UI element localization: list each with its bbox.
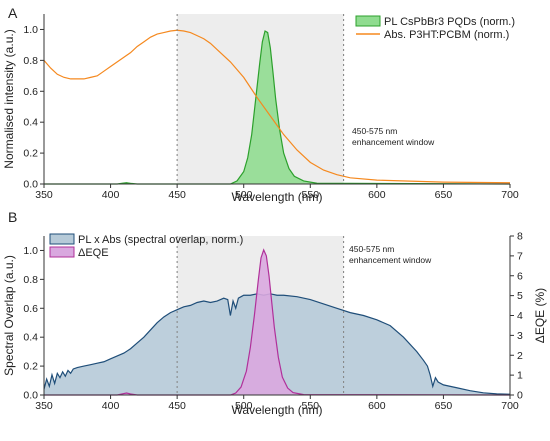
x-axis-label: Wavelength (nm)	[232, 403, 323, 417]
y2-tick-label: 2	[517, 350, 523, 362]
window-annotation: enhancement window	[349, 255, 432, 265]
series-1-line	[44, 248, 511, 396]
y2-tick-label: 6	[517, 270, 523, 282]
y-tick-label: 0.0	[23, 179, 38, 191]
window-annotation: enhancement window	[352, 137, 435, 147]
y-tick-label: 0.8	[23, 274, 38, 286]
x-tick-label: 550	[302, 400, 320, 412]
x-tick-label: 400	[102, 400, 120, 412]
panel-b: 350 400 450 500 550 600 650 7000.00.20.40.60.81…	[2, 209, 547, 417]
y2-tick-label: 5	[517, 290, 523, 302]
window-annotation: 450-575 nm	[349, 244, 394, 254]
series-0-line	[43, 293, 511, 395]
y-tick-label: 1.0	[23, 245, 38, 257]
x-tick-label: 450	[168, 400, 186, 412]
x-tick-label: 400	[102, 189, 120, 201]
y-tick-label: 0.2	[23, 361, 38, 373]
y2-tick-label: 4	[517, 310, 523, 322]
y-axis-label: Normalised intensity (a.u.)	[2, 29, 16, 168]
x-tick-label: 500	[235, 400, 253, 412]
series-1-area	[44, 249, 510, 395]
x-tick-label: 350	[35, 400, 53, 412]
y2-tick-label: 8	[517, 231, 523, 243]
y-tick-label: 0.8	[23, 55, 38, 67]
x-axis-label: Wavelength (nm)	[232, 190, 323, 204]
window-annotation: 450-575 nm	[352, 126, 397, 136]
legend-swatch	[355, 15, 381, 27]
legend-label: PL x Abs (spectral overlap, norm.)	[78, 234, 243, 246]
y2-tick-label: 1	[517, 370, 523, 382]
legend-swatch	[49, 233, 75, 245]
legend-label: PL CsPbBr3 PQDs (norm.)	[384, 16, 515, 28]
x-tick-label: 700	[501, 400, 519, 412]
x-tick-label: 350	[35, 189, 53, 201]
y-tick-label: 0.2	[23, 148, 38, 160]
x-tick-label: 550	[302, 189, 320, 201]
legend-label: Abs. P3HT:PCBM (norm.)	[384, 29, 509, 41]
x-tick-label: 450	[168, 189, 186, 201]
series-0-area	[44, 31, 510, 184]
y2-axis-label: ΔEQE (%)	[533, 288, 547, 343]
y2-tick-label: 3	[517, 330, 523, 342]
x-tick-label: 600	[368, 189, 386, 201]
series-0-line	[44, 30, 511, 185]
y-tick-label: 0.4	[23, 332, 38, 344]
y-tick-label: 0.6	[23, 303, 38, 315]
y2-tick-label: 7	[517, 250, 523, 262]
y-tick-label: 0.0	[23, 390, 38, 402]
panel-letter: A	[8, 5, 18, 21]
legend-label: ΔEQE	[78, 247, 109, 259]
x-tick-label: 500	[235, 189, 253, 201]
x-tick-label: 600	[368, 400, 386, 412]
y-axis-label: Spectral Overlap (a.u.)	[2, 255, 16, 376]
x-tick-label: 650	[435, 400, 453, 412]
series-1-line	[43, 29, 511, 184]
y-tick-label: 0.4	[23, 117, 38, 129]
y-tick-label: 0.6	[23, 86, 38, 98]
panel-letter: B	[8, 209, 17, 225]
panel-a: 350 400 450 500 550 600 650 700 0.0 0.2 0.4 0.6 0.8 1…	[2, 5, 519, 204]
x-tick-label: 650	[435, 189, 453, 201]
x-tick-label: 700	[501, 189, 519, 201]
y2-tick-label: 0	[517, 390, 523, 402]
legend-swatch	[49, 246, 75, 258]
y-tick-label: 1.0	[23, 24, 38, 36]
